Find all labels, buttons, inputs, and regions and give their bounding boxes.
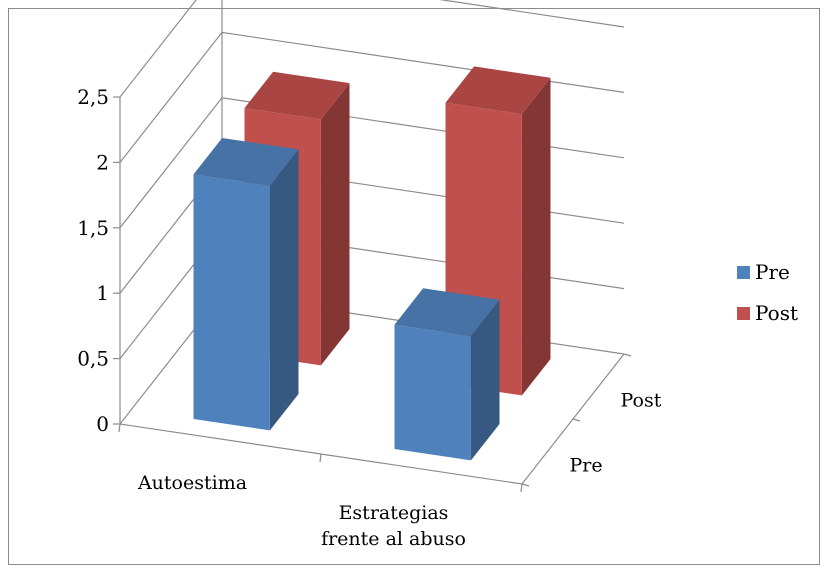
depth-tick	[623, 353, 632, 357]
bar-side-face	[269, 149, 299, 431]
legend-swatch-pre	[737, 266, 750, 279]
axes	[113, 96, 632, 493]
bar-front-face	[193, 174, 270, 431]
bar-pre-1	[193, 138, 299, 431]
legend-swatch-post	[737, 307, 750, 320]
bar-side-face	[470, 299, 500, 461]
category-label-line: Estrategias	[339, 502, 449, 524]
y-tick-label: 1,5	[77, 216, 109, 240]
chart-frame	[8, 8, 820, 565]
bar-front-face	[394, 324, 471, 461]
category-labels: Autoestima Estrategias frente al abuso	[137, 472, 466, 550]
depth-labels: Pre Post	[570, 390, 662, 477]
depth-label: Post	[621, 390, 662, 412]
x-tick	[520, 483, 523, 493]
bar-side-face	[521, 77, 551, 396]
x-tick	[118, 423, 121, 433]
bar-top-face	[193, 138, 299, 186]
legend-label-pre: Pre	[755, 260, 790, 284]
bar-top-face	[244, 71, 350, 120]
bar-top-face	[394, 288, 500, 337]
bars	[193, 66, 551, 461]
legend-label-post: Post	[755, 301, 798, 325]
bar-side-face	[320, 83, 350, 366]
category-label: Autoestima	[137, 472, 247, 494]
bar-pre-2	[394, 288, 500, 461]
bar-top-face	[445, 66, 551, 115]
y-tick-label: 2	[96, 150, 109, 174]
y-tick-label: 0	[96, 412, 109, 436]
legend: Pre Post	[737, 260, 798, 325]
x-tick	[319, 453, 322, 463]
y-tick-label: 1	[96, 281, 109, 305]
gridline	[119, 0, 625, 98]
y-tick-label: 2,5	[77, 85, 109, 109]
category-label-line: Autoestima	[137, 472, 247, 494]
y-tick-label: 0,5	[77, 347, 109, 371]
depth-label: Pre	[570, 455, 603, 477]
depth-tick	[521, 483, 530, 487]
y-tick-labels: 0 0,5 1 1,5 2 2,5	[77, 85, 109, 436]
depth-tick	[572, 418, 581, 422]
category-label: Estrategias frente al abuso	[321, 502, 466, 550]
category-label-line: frente al abuso	[321, 528, 466, 550]
